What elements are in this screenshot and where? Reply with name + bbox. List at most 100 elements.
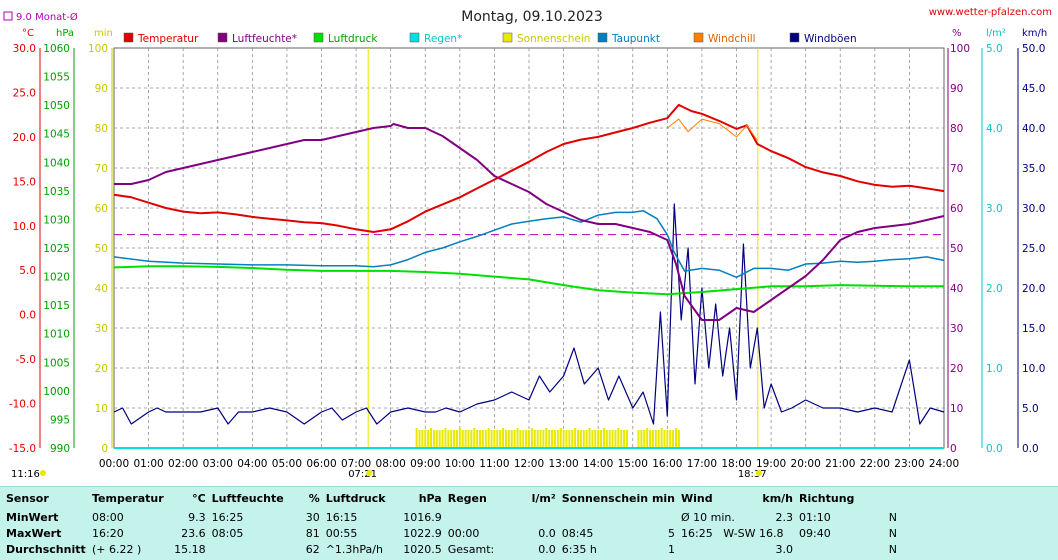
x-tick-label: 22:00	[860, 458, 890, 470]
top-left-time: 11:16	[11, 469, 40, 480]
y-tick-label-rain: 2.0	[986, 283, 1003, 295]
summary-table: Sensor Temperatur °C Luftfeuchte % Luftd…	[0, 486, 1058, 560]
x-tick-label: 11:00	[479, 458, 509, 470]
y-tick-label-sunshine: 40	[95, 283, 108, 295]
y-tick-label-pressure: 1010	[43, 329, 70, 341]
x-tick-label: 16:00	[652, 458, 682, 470]
chart-axes: 30.0 25.0 20.0 15.0 10.0 5.0 0.0 -5.0 -10.0 -15.0…	[9, 43, 1046, 455]
y-tick-label-wind: 0.0	[1022, 443, 1039, 455]
y-tick-label-temperature: 0.0	[19, 310, 36, 322]
x-tick-label: 20:00	[791, 458, 821, 470]
y-tick-label-temperature: 20.0	[13, 132, 36, 144]
sunset-label: 18:37	[738, 469, 767, 480]
x-tick-label: 07:00	[341, 458, 371, 470]
x-tick-label: 06:00	[306, 458, 336, 470]
x-tick-label: 24:00	[929, 458, 959, 470]
legend-label: Temperatur	[137, 33, 199, 45]
hdr-humidity-unit: %	[308, 491, 320, 505]
y-tick-label-humidity: 20	[950, 363, 963, 375]
y-tick-label-humidity: 80	[950, 123, 963, 135]
legend-swatch	[597, 32, 608, 43]
y-tick-label-sunshine: 90	[95, 83, 108, 95]
axis-unit-humidity: %	[952, 28, 962, 39]
y-tick-label-rain: 0.0	[986, 443, 1003, 455]
y-tick-label-temperature: -10.0	[9, 399, 36, 411]
y-tick-label-wind: 50.0	[1022, 43, 1045, 55]
y-tick-label-sunshine: 20	[95, 363, 108, 375]
legend: Temperatur Luftfeuchte* Luftdruck Regen* Son…	[123, 32, 857, 45]
series-line-luftdruck	[113, 265, 944, 296]
y-tick-label-sunshine: 30	[95, 323, 108, 335]
summary-row-min: MinWert 08:00 9.3 16:25 30 16:15 1016.9 …	[6, 510, 898, 524]
axis-unit-wind: km/h	[1022, 28, 1047, 39]
summary-row-avg: Durchschnitt (+ 6.22 ) 15.18 62 ^1.3hPa/…	[6, 542, 898, 556]
legend-swatch	[313, 32, 324, 43]
y-tick-label-sunshine: 50	[95, 243, 108, 255]
y-tick-label-wind: 40.0	[1022, 123, 1045, 135]
y-tick-label-temperature: 30.0	[13, 43, 36, 55]
y-tick-label-pressure: 1050	[43, 100, 70, 112]
hdr-rain-unit: l/m²	[531, 491, 556, 505]
y-tick-label-pressure: 1015	[43, 300, 70, 312]
y-tick-label-temperature: -15.0	[9, 443, 36, 455]
y-tick-label-rain: 3.0	[986, 203, 1003, 215]
weather-chart: Montag, 09.10.2023 www.wetter-pfalzen.co…	[3, 7, 1052, 480]
y-tick-label-pressure: 990	[50, 443, 70, 455]
x-tick-label: 10:00	[445, 458, 475, 470]
x-tick-label: 01:00	[133, 458, 163, 470]
y-tick-label-wind: 35.0	[1022, 163, 1045, 175]
chart-title: Montag, 09.10.2023	[461, 9, 603, 25]
x-tick-label: 17:00	[687, 458, 717, 470]
legend-label: Windböen	[804, 33, 857, 45]
y-tick-label-sunshine: 60	[95, 203, 108, 215]
x-tick-label: 09:00	[410, 458, 440, 470]
hdr-temperature: Temperatur	[92, 491, 164, 505]
y-tick-label-rain: 4.0	[986, 123, 1003, 135]
hdr-direction: Richtung	[799, 491, 855, 505]
y-tick-label-humidity: 0	[950, 443, 957, 455]
y-tick-label-wind: 20.0	[1022, 283, 1045, 295]
y-tick-label-wind: 30.0	[1022, 203, 1045, 215]
y-tick-label-humidity: 40	[950, 283, 963, 295]
legend-label: Luftfeuchte*	[232, 33, 297, 45]
y-tick-label-temperature: -5.0	[16, 354, 37, 366]
axis-unit-sunshine: min	[94, 28, 113, 39]
legend-swatch	[123, 32, 134, 43]
sun-icon	[40, 470, 46, 476]
hdr-sunshine: Sonnenschein min	[561, 491, 676, 505]
x-tick-label: 05:00	[272, 458, 302, 470]
y-tick-label-humidity: 90	[950, 83, 963, 95]
x-tick-label: 03:00	[203, 458, 233, 470]
site-link[interactable]: www.wetter-pfalzen.com	[929, 7, 1052, 18]
y-tick-label-temperature: 25.0	[13, 87, 36, 99]
x-tick-label: 13:00	[548, 458, 578, 470]
y-tick-label-sunshine: 10	[95, 403, 108, 415]
y-tick-label-pressure: 1030	[43, 214, 70, 226]
y-tick-label-sunshine: 70	[95, 163, 108, 175]
x-tick-label: 23:00	[894, 458, 924, 470]
hdr-pressure-unit: hPa	[418, 491, 442, 505]
y-tick-label-wind: 15.0	[1022, 323, 1045, 335]
y-tick-label-pressure: 1060	[43, 43, 70, 55]
axis-unit-pressure: hPa	[56, 28, 74, 39]
x-tick-label: 14:00	[583, 458, 613, 470]
y-tick-label-humidity: 60	[950, 203, 963, 215]
series-line-luftfeuchte	[114, 123, 945, 321]
legend-swatch	[409, 32, 420, 43]
chart-grid	[113, 47, 945, 449]
y-tick-label-wind: 5.0	[1022, 403, 1039, 415]
y-tick-label-pressure: 1035	[43, 186, 70, 198]
y-tick-label-rain: 5.0	[986, 43, 1003, 55]
x-tick-label: 02:00	[168, 458, 198, 470]
legend-swatch	[789, 32, 800, 43]
x-tick-label: 12:00	[514, 458, 544, 470]
y-tick-label-pressure: 1020	[43, 272, 70, 284]
y-tick-label-temperature: 5.0	[19, 265, 36, 277]
hdr-wind: Wind	[681, 491, 713, 505]
x-tick-label: 04:00	[237, 458, 267, 470]
x-tick-label: 08:00	[376, 458, 406, 470]
hdr-pressure: Luftdruck	[325, 491, 386, 505]
y-tick-label-pressure: 1040	[43, 157, 70, 169]
y-tick-label-pressure: 1055	[43, 72, 70, 84]
y-tick-label-wind: 25.0	[1022, 243, 1045, 255]
